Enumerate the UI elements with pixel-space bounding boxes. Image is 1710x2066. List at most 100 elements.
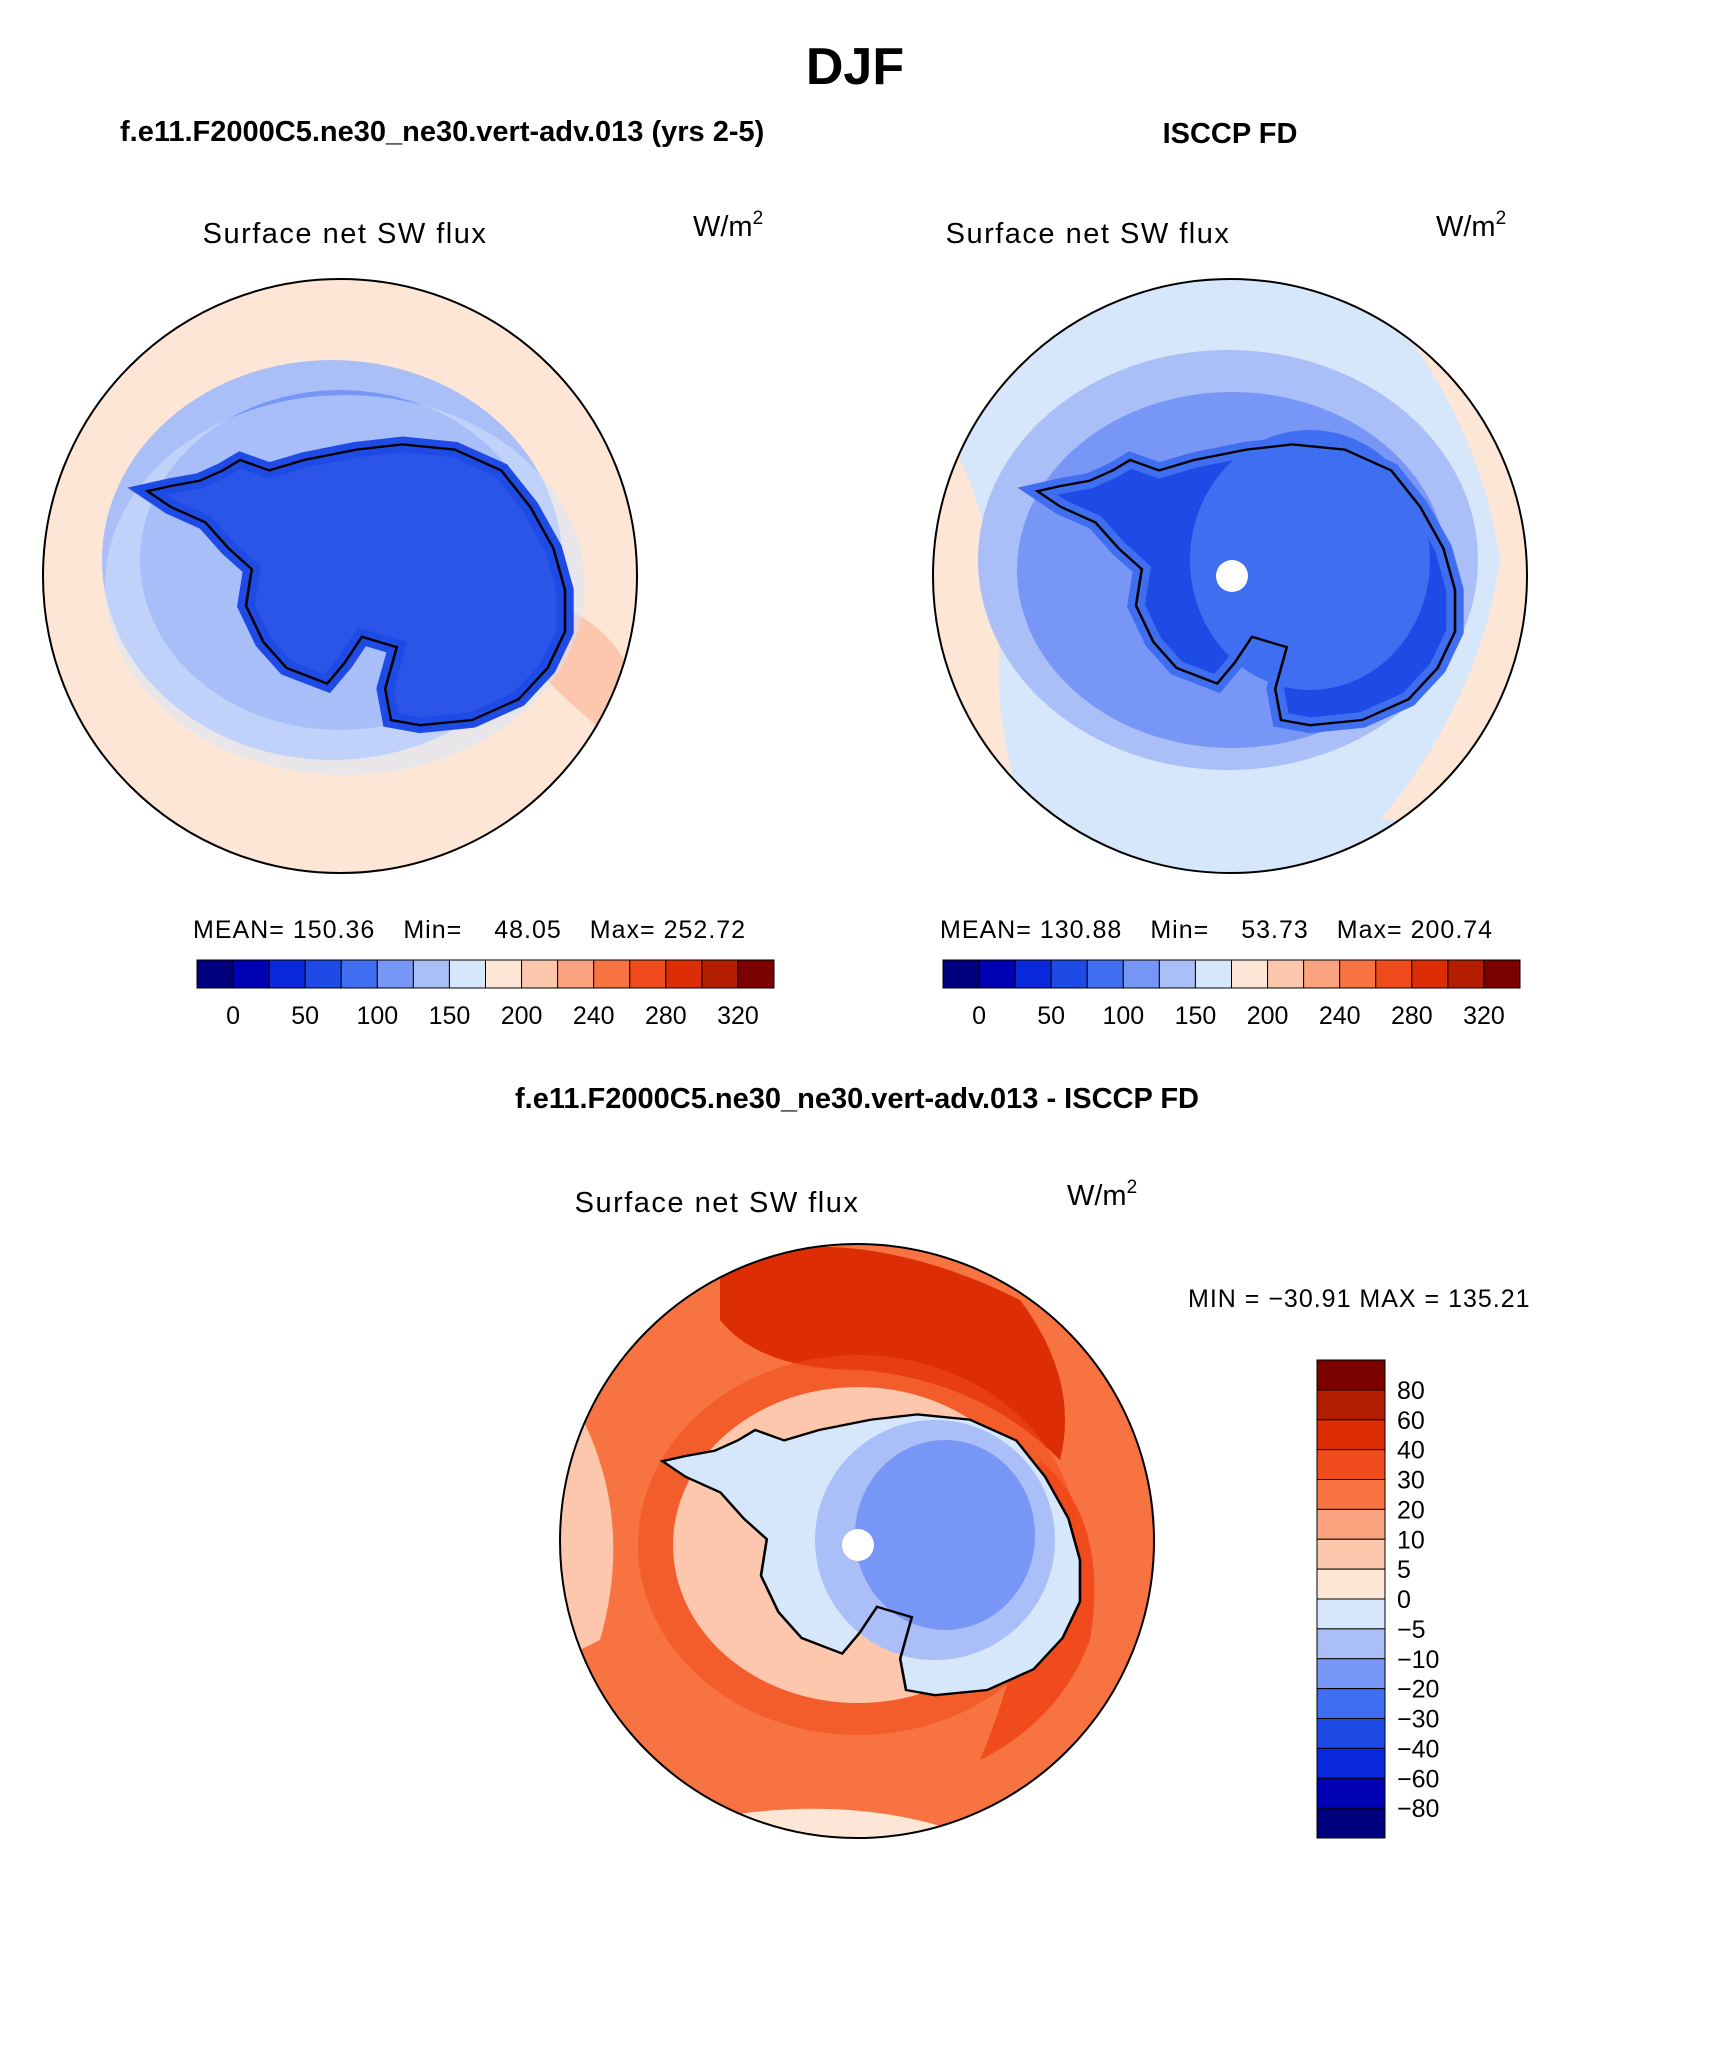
diff-colorbar-box <box>1316 1538 1386 1570</box>
diff-map <box>560 1244 1154 1838</box>
panel-a-colorbar-box <box>737 959 775 989</box>
diff-colorbar-box <box>1316 1359 1386 1391</box>
panel-b-colorbar-tick-label: 280 <box>1391 1002 1433 1030</box>
diff-colorbar-tick-label: −20 <box>1397 1676 1439 1704</box>
panel-b-colorbar-box <box>1267 959 1305 989</box>
panel-b-colorbar: 0 50 100 150 200 240 280 320 <box>942 959 1521 1030</box>
panel-a-colorbar-tick-label: 100 <box>356 1002 398 1030</box>
panel-b-colorbar-tick-label: 240 <box>1319 1002 1361 1030</box>
diff-colorbar-box <box>1316 1807 1386 1839</box>
panel-b-stats: MEAN= 130.88 Min= 53.73 Max= 200.74 <box>940 916 1493 944</box>
panel-a-colorbar-box <box>521 959 559 989</box>
figure-title: DJF <box>806 38 904 96</box>
panel-a-colorbar-tick-label: 240 <box>573 1002 615 1030</box>
diff-colorbar-box <box>1316 1568 1386 1600</box>
panel-a-colorbar-box <box>701 959 739 989</box>
panel-a-colorbar-box <box>196 959 234 989</box>
panel-a-colorbar-tick-label: 0 <box>226 1002 240 1030</box>
panel-a-colorbar-box <box>448 959 486 989</box>
panel-a-colorbar-box <box>304 959 342 989</box>
diff-strong-north <box>720 1246 1065 1460</box>
panel-a-colorbar-tick-label: 320 <box>717 1002 759 1030</box>
diff-colorbar-tick-label: 60 <box>1397 1407 1425 1435</box>
diff-colorbar-box <box>1316 1747 1386 1779</box>
panel-b-units: W/m2 <box>1436 208 1506 243</box>
diff-colorbar-tick-label: 5 <box>1397 1556 1411 1584</box>
panel-a-map <box>43 279 637 873</box>
diff-colorbar-box <box>1316 1508 1386 1540</box>
diff-colorbar-box <box>1316 1449 1386 1480</box>
panel-b-colorbar-tick-label: 200 <box>1247 1002 1289 1030</box>
diff-colorbar-box <box>1316 1777 1386 1809</box>
panel-a-colorbar-tick-label: 50 <box>291 1002 319 1030</box>
panel-a-colorbar-box <box>557 959 595 989</box>
panel-b-colorbar-box <box>1483 959 1521 989</box>
panel-b-colorbar-box <box>1303 959 1341 989</box>
panel-a-variable-label: Surface net SW flux <box>203 218 488 250</box>
diff-colorbar-box <box>1316 1718 1386 1749</box>
diff-colorbar-tick-label: −60 <box>1397 1765 1439 1793</box>
diff-colorbar-box <box>1316 1389 1386 1421</box>
diff-colorbar-box <box>1316 1688 1386 1719</box>
panel-a-units: W/m2 <box>693 208 763 243</box>
diff-colorbar-tick-label: 20 <box>1397 1496 1425 1524</box>
panel-a-colorbar-box <box>232 959 270 989</box>
panel-a-colorbar-box <box>485 959 523 989</box>
panel-b-colorbar-box <box>1231 959 1269 989</box>
panel-b-colorbar-box <box>1339 959 1377 989</box>
panel-a-colorbar-tick-label: 150 <box>429 1002 471 1030</box>
diff-colorbar-tick-label: 10 <box>1397 1526 1425 1554</box>
panel-a-colorbar-box <box>629 959 667 989</box>
panel-b-colorbar-box <box>1194 959 1232 989</box>
diff-colorbar-box <box>1316 1658 1386 1690</box>
diff-colorbar-tick-label: 40 <box>1397 1437 1425 1465</box>
panel-b-colorbar-box <box>942 959 980 989</box>
diff-colorbar-tick-label: −40 <box>1397 1735 1439 1763</box>
panel-b-colorbar-box <box>1447 959 1485 989</box>
panel-b-colorbar-tick-label: 0 <box>972 1002 986 1030</box>
diff-units: W/m2 <box>1067 1177 1137 1212</box>
diff-missing-pole <box>842 1529 874 1561</box>
panel-b-colorbar-box <box>1158 959 1196 989</box>
panel-a-colorbar-tick-label: 200 <box>501 1002 543 1030</box>
panel-b-colorbar-box <box>978 959 1016 989</box>
diff-colorbar-tick-label: −5 <box>1397 1616 1426 1644</box>
diff-colorbar-tick-label: 0 <box>1397 1586 1411 1614</box>
panel-b-map-border <box>932 278 1528 874</box>
panel-a-colorbar-box <box>412 959 450 989</box>
diff-plateau-inner <box>855 1440 1035 1630</box>
panel-b-colorbar-box <box>1086 959 1124 989</box>
diff-colorbar-box <box>1316 1598 1386 1630</box>
diff-colorbar-box <box>1316 1419 1386 1451</box>
panel-b-map <box>933 279 1527 873</box>
panel-b-colorbar-tick-label: 320 <box>1463 1002 1505 1030</box>
panel-b-colorbar-box <box>1411 959 1449 989</box>
diff-pale-south <box>700 1808 980 1838</box>
panel-b-colorbar-tick-label: 50 <box>1037 1002 1065 1030</box>
panel-b-missing-pole <box>1216 560 1248 592</box>
panel-a-colorbar: 0 50 100 150 200 240 280 320 <box>196 959 775 1030</box>
panel-a-map-border <box>42 278 638 874</box>
panel-b-heading: ISCCP FD <box>1163 118 1298 150</box>
diff-colorbar-box <box>1316 1628 1386 1660</box>
diff-colorbar-tick-label: 30 <box>1397 1467 1425 1495</box>
diff-minmax: MIN = −30.91 MAX = 135.21 <box>1188 1285 1531 1313</box>
panel-b-colorbar-box <box>1014 959 1052 989</box>
panel-a-colorbar-box <box>376 959 414 989</box>
diff-heading: f.e11.F2000C5.ne30_ne30.vert-adv.013 - I… <box>515 1083 1199 1115</box>
diff-colorbar-tick-label: −30 <box>1397 1706 1439 1734</box>
panel-b-plateau <box>1190 430 1430 690</box>
panel-b-colorbar-tick-label: 150 <box>1175 1002 1217 1030</box>
panel-a-colorbar-tick-label: 280 <box>645 1002 687 1030</box>
diff-colorbar-box <box>1316 1479 1386 1510</box>
diff-colorbar-tick-label: 80 <box>1397 1377 1425 1405</box>
panel-a-heading: f.e11.F2000C5.ne30_ne30.vert-adv.013 (yr… <box>120 116 764 148</box>
panel-b-variable-label: Surface net SW flux <box>946 218 1231 250</box>
panel-b-colorbar-tick-label: 100 <box>1102 1002 1144 1030</box>
panel-a-colorbar-box <box>593 959 631 989</box>
panel-a-stats: MEAN= 150.36 Min= 48.05 Max= 252.72 <box>193 916 746 944</box>
diff-map-border <box>559 1243 1155 1839</box>
